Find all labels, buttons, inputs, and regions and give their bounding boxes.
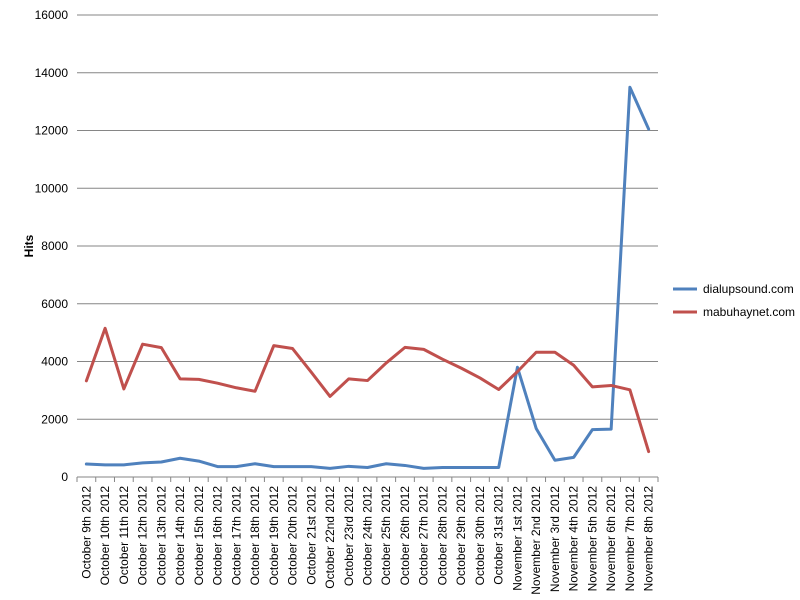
y-tick-label: 10000	[35, 181, 69, 195]
x-tick-label: October 30th 2012	[473, 486, 487, 586]
x-tick-label: November 5th 2012	[585, 486, 599, 592]
x-tick-label: October 13th 2012	[154, 486, 168, 586]
x-tick-label: October 9th 2012	[79, 486, 93, 579]
legend: dialupsound.com mabuhaynet.com	[673, 282, 795, 319]
x-tick-label: November 1st 2012	[510, 486, 524, 591]
series-line	[84, 85, 651, 470]
series-lines	[84, 85, 651, 470]
y-tick-label: 8000	[41, 239, 68, 253]
x-tick-label: October 11th 2012	[117, 486, 131, 585]
x-tick-label: November 7th 2012	[623, 486, 637, 592]
y-tick-label: 0	[61, 470, 68, 484]
x-tick-label: November 6th 2012	[604, 486, 618, 592]
legend-label: dialupsound.com	[703, 282, 794, 296]
y-tick-label: 16000	[35, 8, 69, 22]
x-tick-label: October 27th 2012	[417, 486, 431, 586]
y-tick-label: 12000	[35, 124, 69, 138]
x-tick-label: October 23rd 2012	[342, 486, 356, 586]
x-tick-label: October 19th 2012	[267, 486, 281, 586]
x-tick-label: October 22nd 2012	[323, 486, 337, 589]
x-tick-label: November 4th 2012	[567, 486, 581, 592]
series-line	[84, 326, 651, 454]
x-tick-label: October 24th 2012	[361, 486, 375, 586]
x-tick-label: October 25th 2012	[379, 486, 393, 586]
x-tick-label: November 2nd 2012	[529, 486, 543, 595]
x-tick-label: November 3rd 2012	[548, 486, 562, 592]
x-tick-label: October 15th 2012	[192, 486, 206, 586]
y-tick-label: 2000	[41, 412, 68, 426]
x-tick-label: October 21st 2012	[304, 486, 318, 585]
y-axis-ticks: 0 2000 4000 6000 8000 10000 12000 14000 16000	[35, 8, 69, 484]
x-tick-label: October 14th 2012	[173, 486, 187, 586]
x-tick-label: October 29th 2012	[454, 486, 468, 586]
x-tick-label: October 28th 2012	[435, 486, 449, 586]
legend-label: mabuhaynet.com	[703, 305, 795, 319]
x-tick-label: October 26th 2012	[398, 486, 412, 586]
x-tick-label: October 20th 2012	[286, 486, 300, 586]
x-tick-label: November 8th 2012	[642, 486, 656, 592]
x-tick-label: October 10th 2012	[98, 486, 112, 586]
x-tick-label: October 31st 2012	[492, 486, 506, 585]
y-tick-label: 14000	[35, 66, 69, 80]
y-axis-title: Hits	[22, 234, 36, 257]
y-tick-label: 4000	[41, 355, 68, 369]
x-tick-label: October 16th 2012	[211, 486, 225, 586]
x-axis-ticks: October 9th 2012 October 10th 2012 October…	[76, 477, 659, 595]
x-tick-label: October 12th 2012	[136, 486, 150, 586]
x-tick-label: October 17th 2012	[229, 486, 243, 586]
y-tick-label: 6000	[41, 297, 68, 311]
gridlines	[77, 14, 658, 420]
x-tick-label: October 18th 2012	[248, 486, 262, 586]
